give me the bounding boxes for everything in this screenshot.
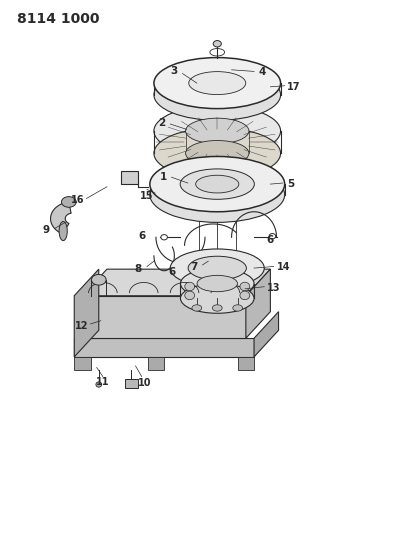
Ellipse shape: [191, 305, 201, 311]
Ellipse shape: [197, 276, 237, 292]
Text: 2: 2: [157, 118, 164, 128]
Text: 10: 10: [137, 378, 151, 388]
Text: 13: 13: [266, 283, 280, 293]
Ellipse shape: [180, 269, 254, 298]
Ellipse shape: [188, 71, 245, 94]
Polygon shape: [82, 269, 270, 296]
Ellipse shape: [184, 282, 194, 290]
Ellipse shape: [59, 222, 67, 240]
Ellipse shape: [232, 305, 242, 311]
Ellipse shape: [149, 157, 284, 212]
Polygon shape: [147, 357, 164, 370]
Text: 8114 1000: 8114 1000: [17, 12, 99, 27]
Text: 16: 16: [71, 195, 84, 205]
Ellipse shape: [185, 141, 248, 166]
Ellipse shape: [239, 291, 249, 300]
Ellipse shape: [211, 260, 218, 265]
Ellipse shape: [153, 128, 280, 179]
Polygon shape: [82, 296, 245, 338]
FancyBboxPatch shape: [125, 379, 138, 388]
Polygon shape: [50, 202, 71, 233]
Text: 6: 6: [168, 267, 175, 277]
Ellipse shape: [149, 167, 284, 222]
Text: 3: 3: [170, 66, 178, 76]
Ellipse shape: [185, 118, 248, 144]
Ellipse shape: [160, 235, 167, 240]
Text: 1: 1: [160, 172, 166, 182]
Polygon shape: [237, 357, 254, 370]
Text: 8: 8: [135, 264, 142, 273]
Text: 5: 5: [286, 179, 294, 189]
Ellipse shape: [61, 197, 76, 207]
Ellipse shape: [153, 69, 280, 120]
Polygon shape: [74, 338, 254, 357]
Polygon shape: [245, 269, 270, 338]
Polygon shape: [74, 269, 99, 357]
Ellipse shape: [213, 41, 221, 47]
Polygon shape: [74, 357, 90, 370]
Text: 9: 9: [43, 225, 50, 236]
Ellipse shape: [195, 175, 238, 193]
Text: 6: 6: [266, 235, 273, 245]
Ellipse shape: [188, 256, 246, 280]
Ellipse shape: [184, 291, 194, 300]
Polygon shape: [254, 312, 278, 357]
Text: 15: 15: [140, 191, 153, 201]
Text: 12: 12: [75, 321, 88, 331]
Text: 6: 6: [138, 231, 145, 241]
Text: 11: 11: [96, 377, 109, 387]
Text: 14: 14: [276, 262, 290, 272]
Ellipse shape: [180, 284, 254, 313]
Ellipse shape: [153, 58, 280, 109]
Text: 17: 17: [287, 82, 300, 92]
Ellipse shape: [91, 274, 106, 285]
Ellipse shape: [268, 233, 275, 239]
FancyBboxPatch shape: [121, 171, 138, 184]
Ellipse shape: [96, 382, 101, 387]
Text: 4: 4: [258, 67, 265, 77]
Ellipse shape: [239, 282, 249, 290]
Ellipse shape: [170, 249, 264, 287]
Ellipse shape: [212, 305, 222, 311]
Text: 7: 7: [190, 262, 197, 272]
Ellipse shape: [180, 169, 254, 199]
Ellipse shape: [153, 106, 280, 157]
